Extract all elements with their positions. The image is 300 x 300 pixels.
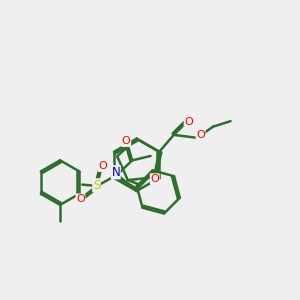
Text: S: S xyxy=(93,179,100,192)
Text: O: O xyxy=(150,174,159,184)
Text: O: O xyxy=(196,130,205,140)
Text: O: O xyxy=(76,194,85,204)
Text: O: O xyxy=(122,136,130,146)
Text: O: O xyxy=(184,117,193,127)
Text: N: N xyxy=(111,166,120,179)
Text: O: O xyxy=(98,161,107,171)
